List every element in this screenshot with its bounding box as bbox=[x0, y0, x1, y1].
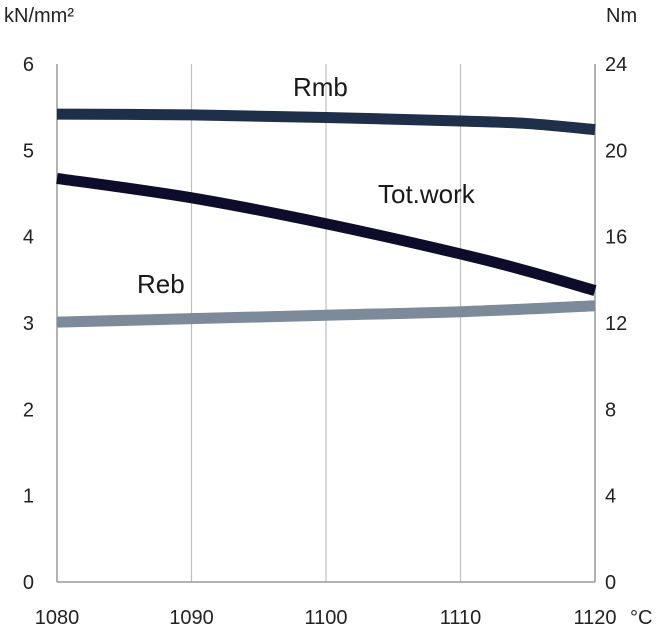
series-lines bbox=[56, 108, 597, 328]
y2-tick-16: 16 bbox=[605, 227, 627, 249]
x-tick-1080: 1080 bbox=[35, 607, 80, 629]
y-tick-2: 2 bbox=[23, 399, 34, 421]
y2-tick-20: 20 bbox=[605, 140, 627, 162]
y-tick-0: 0 bbox=[23, 572, 34, 594]
y-tick-1: 1 bbox=[23, 486, 34, 508]
x-tick-1090: 1090 bbox=[169, 607, 214, 629]
y-tick-6: 6 bbox=[23, 54, 34, 76]
x-tick-1100: 1100 bbox=[304, 607, 347, 629]
y2-tick-8: 8 bbox=[605, 399, 616, 421]
x-axis-unit: °C bbox=[630, 607, 652, 629]
x-tick-1120: 1120 bbox=[573, 607, 616, 629]
series-label-tot-work: Tot.work bbox=[378, 179, 476, 209]
y2-tick-0: 0 bbox=[605, 572, 616, 594]
series-label-rmb: Rmb bbox=[293, 72, 348, 102]
y-tick-5: 5 bbox=[23, 140, 34, 162]
right-axis-unit: Nm bbox=[606, 5, 637, 27]
y2-tick-4: 4 bbox=[605, 486, 616, 508]
axes bbox=[56, 64, 596, 583]
y-tick-3: 3 bbox=[23, 313, 34, 335]
series-line-rmb bbox=[56, 108, 596, 136]
y2-tick-12: 12 bbox=[605, 313, 627, 335]
series-line-reb bbox=[56, 300, 596, 328]
y-tick-4: 4 bbox=[23, 227, 34, 249]
left-axis-unit: kN/mm² bbox=[4, 5, 74, 27]
series-label-reb: Reb bbox=[137, 269, 185, 299]
y2-tick-24: 24 bbox=[605, 54, 627, 76]
x-tick-1110: 1110 bbox=[440, 607, 482, 629]
series-line-tot-work bbox=[56, 172, 597, 296]
